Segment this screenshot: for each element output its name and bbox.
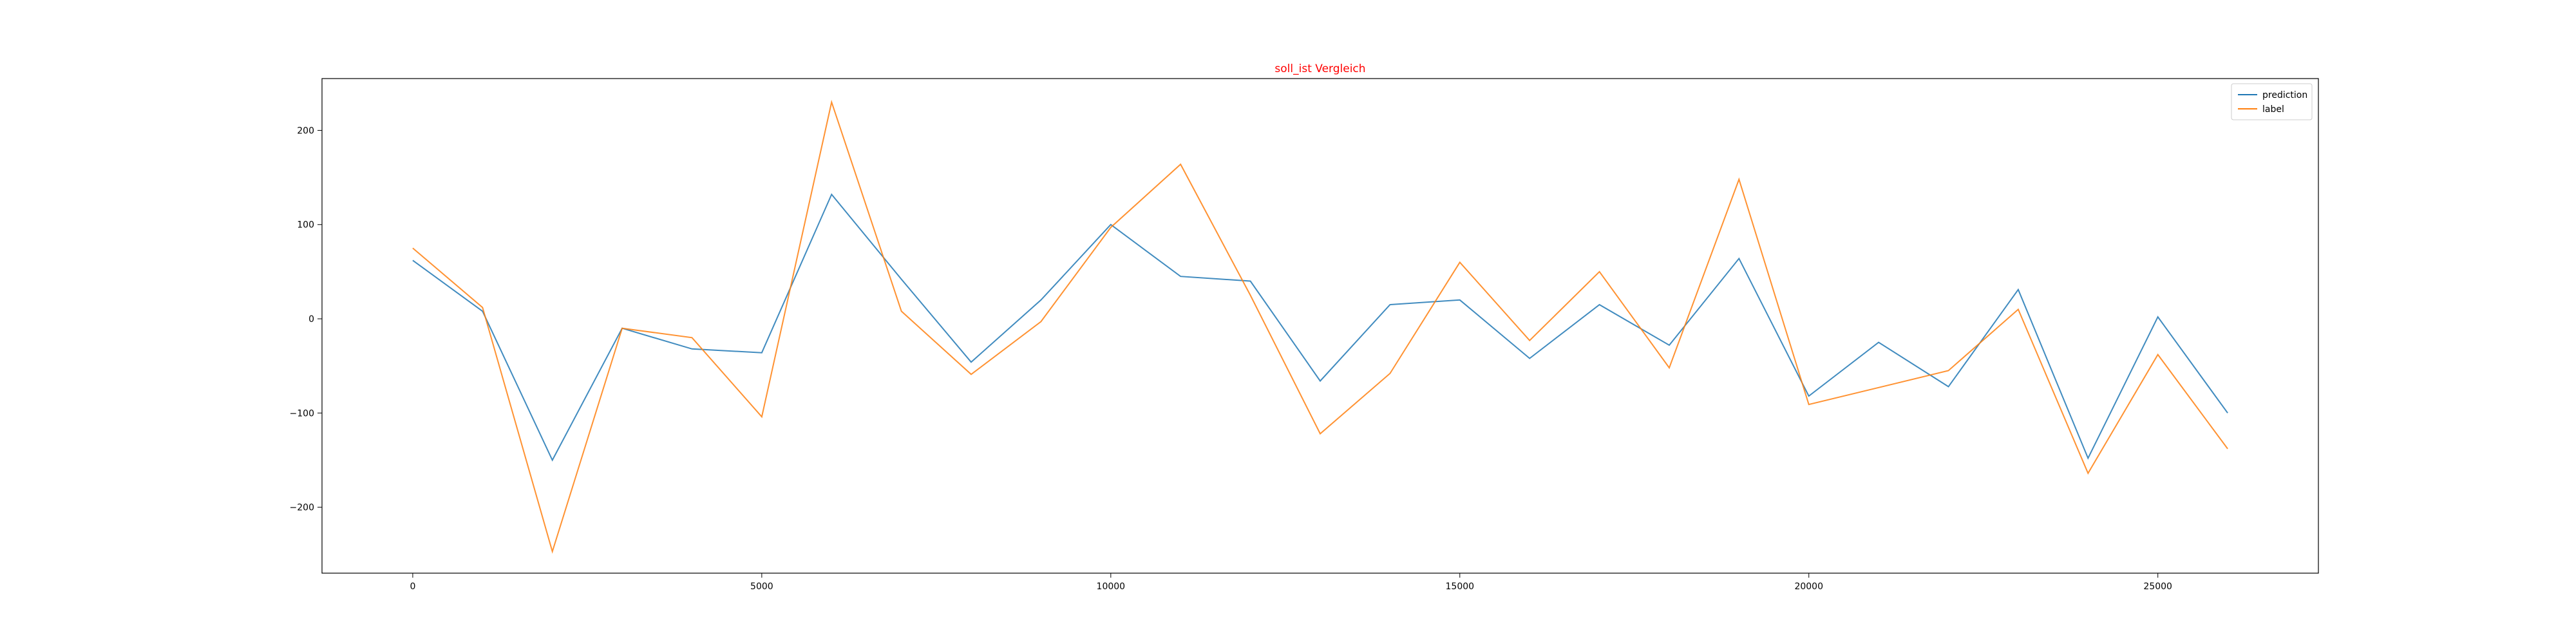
y-tick-label: 200 bbox=[297, 126, 314, 136]
x-tick-label: 5000 bbox=[750, 582, 773, 592]
legend-label-prediction: prediction bbox=[2262, 90, 2307, 100]
x-tick-label: 10000 bbox=[1097, 582, 1126, 592]
x-tick-label: 25000 bbox=[2143, 582, 2172, 592]
chart-title: soll_ist Vergleich bbox=[1274, 62, 1365, 75]
y-axis: −200 −100 0 100 200 bbox=[290, 126, 322, 513]
series-line-label bbox=[412, 99, 2228, 554]
y-tick-label: −100 bbox=[290, 408, 314, 419]
plot-area bbox=[321, 78, 2319, 574]
x-tick-label: 0 bbox=[410, 582, 415, 592]
y-tick-label: 100 bbox=[297, 220, 314, 231]
y-tick-label: 0 bbox=[308, 314, 314, 325]
legend: prediction label bbox=[2231, 83, 2313, 120]
x-axis: 0 5000 10000 15000 20000 25000 bbox=[410, 573, 2172, 592]
series-line-prediction bbox=[412, 193, 2228, 462]
y-tick-label: −200 bbox=[290, 503, 314, 513]
legend-label-label: label bbox=[2262, 104, 2284, 115]
x-tick-label: 20000 bbox=[1794, 582, 1823, 592]
x-tick-label: 15000 bbox=[1446, 582, 1475, 592]
legend-box bbox=[2231, 83, 2313, 120]
series-layer bbox=[412, 99, 2228, 554]
